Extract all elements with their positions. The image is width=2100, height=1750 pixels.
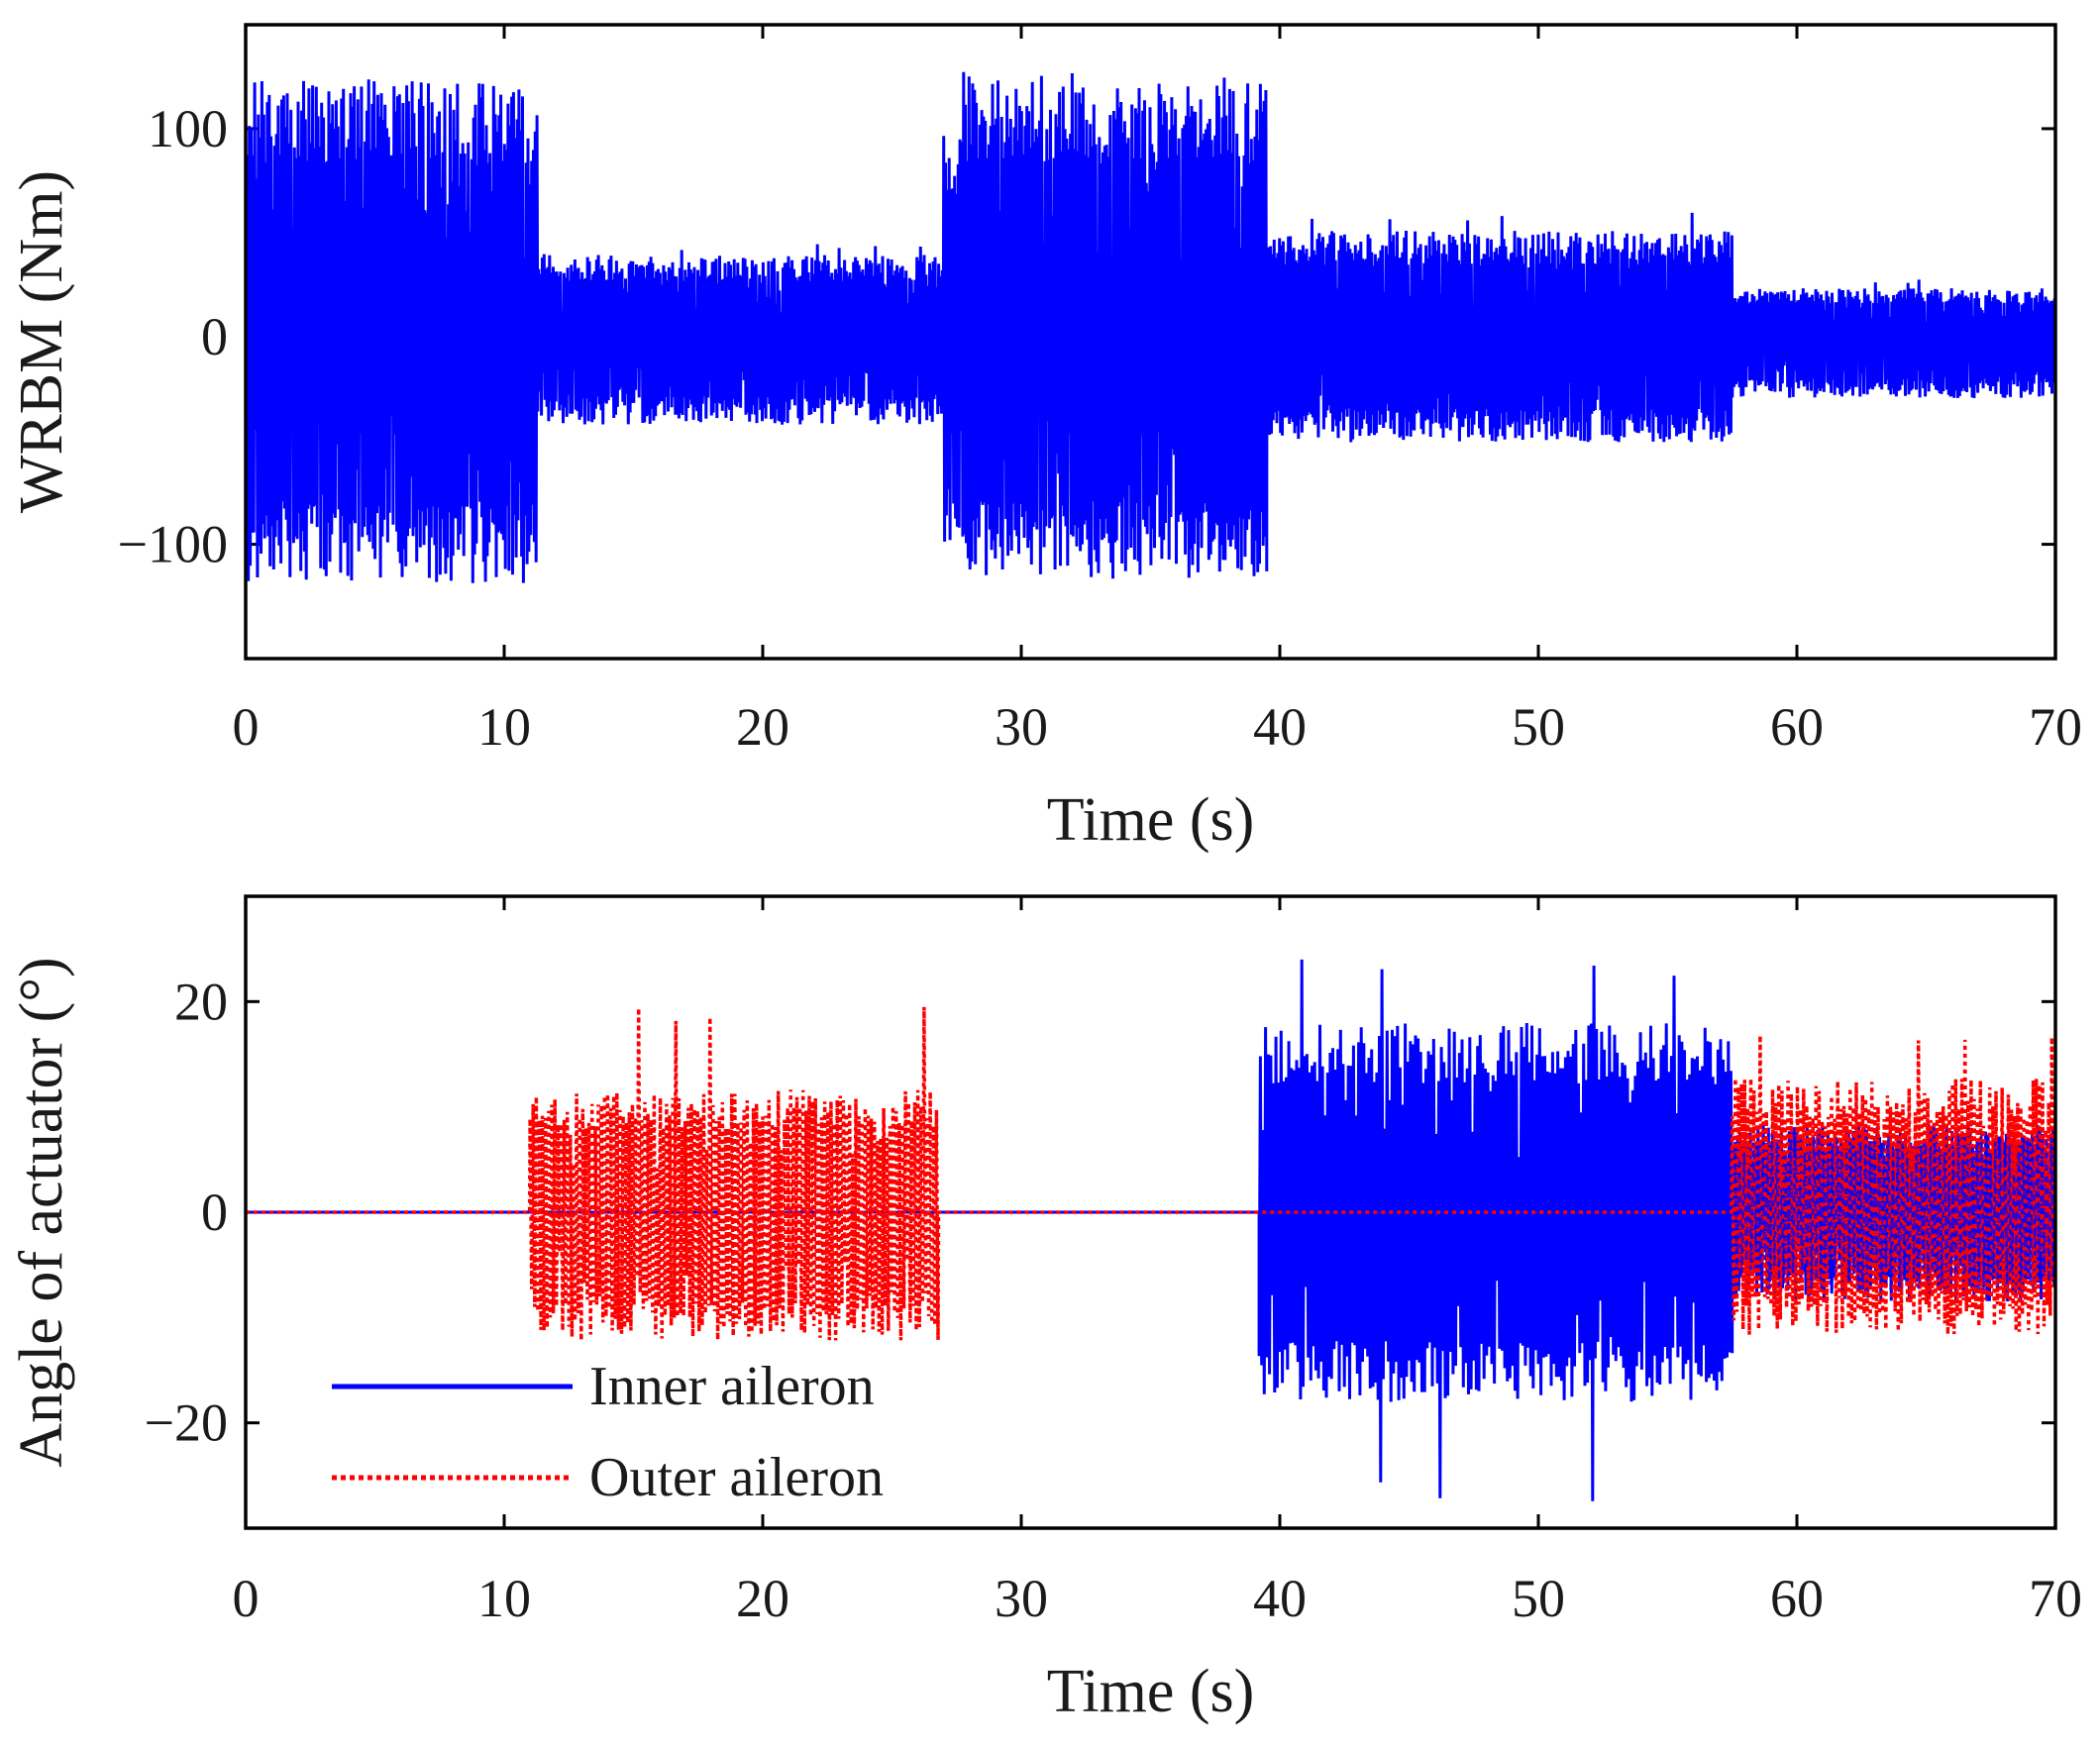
bottom-x-tick-label: 50 [1512, 1569, 1565, 1628]
top-y-tick-label: 100 [148, 99, 228, 158]
bottom-x-tick-label: 40 [1253, 1569, 1307, 1628]
top-x-tick-label: 0 [233, 697, 260, 757]
bottom-y-axis-label: Angle of actuator (°) [8, 957, 75, 1467]
top-x-tick-label: 70 [2029, 697, 2082, 757]
top-x-tick-label: 50 [1512, 697, 1565, 757]
legend-inner-aileron-label: Inner aileron [589, 1356, 875, 1417]
bottom-x-tick-label: 30 [995, 1569, 1048, 1628]
top-plot-frame [244, 23, 2057, 661]
bottom-legend: Inner aileron Outer aileron [332, 1356, 884, 1508]
bottom-x-tick-label: 60 [1770, 1569, 1824, 1628]
bottom-y-tick-label: −20 [145, 1393, 228, 1453]
top-x-tick-label: 20 [736, 697, 789, 757]
top-y-axis-label: WRBM (Nm) [8, 170, 75, 513]
bottom-chart-panel: 0 10 20 30 40 50 60 70 −20 0 20 Time (s) Angle of ac… [8, 894, 2082, 1725]
bottom-x-tick-label: 0 [233, 1569, 260, 1628]
top-x-tick-label: 30 [995, 697, 1048, 757]
bottom-x-tick-label: 10 [477, 1569, 531, 1628]
top-x-tick-label: 40 [1253, 697, 1307, 757]
bottom-x-axis-label: Time (s) [1047, 1658, 1255, 1725]
bottom-y-tick-label: 0 [201, 1183, 228, 1242]
top-chart-panel: 0 10 20 30 40 50 60 70 −100 0 100 Time (s) WRBM (Nm) [8, 23, 2082, 854]
top-x-axis-label: Time (s) [1047, 786, 1255, 854]
bottom-x-tick-label: 70 [2029, 1569, 2082, 1628]
bottom-y-tick-label: 20 [174, 972, 228, 1031]
legend-outer-aileron-label: Outer aileron [589, 1447, 884, 1508]
top-x-tick-label: 10 [477, 697, 531, 757]
top-y-tick-label: 0 [201, 307, 228, 366]
top-x-tick-label: 60 [1770, 697, 1824, 757]
bottom-series-inner-aileron-overlay [1733, 1134, 2055, 1290]
bottom-plot-frame [244, 894, 2057, 1530]
top-y-tick-label: −100 [118, 515, 228, 574]
bottom-x-tick-label: 20 [736, 1569, 789, 1628]
top-series-wrbm-line [246, 71, 2055, 583]
bottom-series-outer-aileron-line [246, 1006, 2055, 1341]
